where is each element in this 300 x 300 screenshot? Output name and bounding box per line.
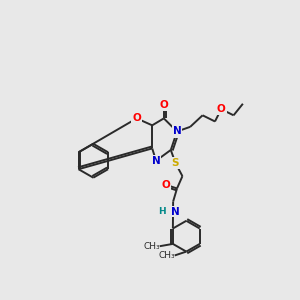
Text: O: O <box>132 113 141 123</box>
Text: O: O <box>161 180 170 190</box>
Text: CH₃: CH₃ <box>143 242 160 251</box>
Text: N: N <box>172 127 182 136</box>
Text: CH₃: CH₃ <box>158 251 175 260</box>
Text: O: O <box>160 100 168 110</box>
Text: N: N <box>171 207 179 217</box>
Text: S: S <box>172 158 179 168</box>
Text: O: O <box>217 104 226 114</box>
Text: N: N <box>152 156 161 166</box>
Text: H: H <box>158 207 166 216</box>
